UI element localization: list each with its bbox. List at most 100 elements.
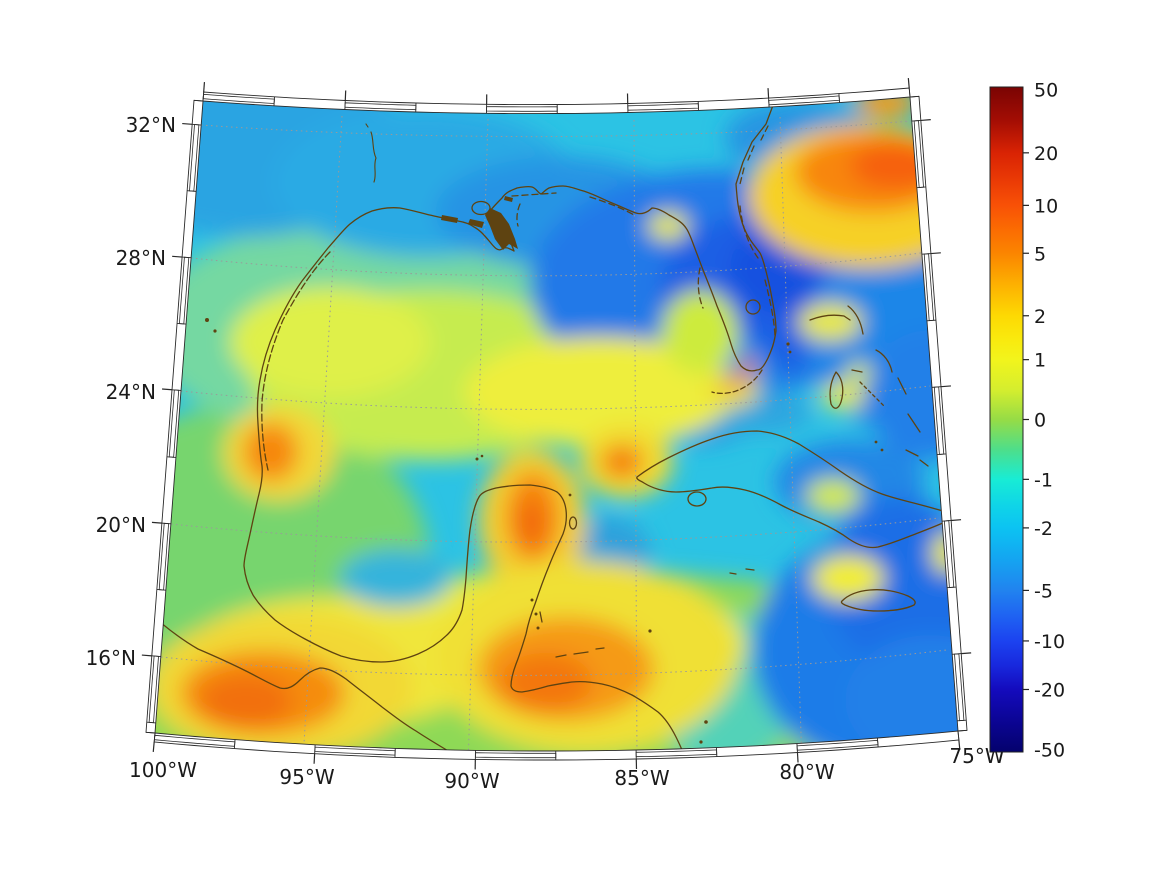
colorbar-tick-label: -50 [1034,739,1065,761]
colorbar-tick-label: 10 [1034,195,1058,217]
frame-element [203,82,206,93]
bimini-dot [788,350,792,354]
colorbar-tick-label: 5 [1034,243,1046,265]
frame-element [933,386,945,455]
heat-blob [725,376,743,390]
belize-cays [539,611,543,623]
cozumel-island [568,516,578,530]
lat-tick-label: 28°N [116,246,166,270]
heat-blob [845,635,958,752]
frame-element [957,730,960,741]
gridline-lon-85W [633,119,638,752]
coastline-jamaica [840,589,916,612]
frame-element [486,106,558,112]
alacranes-dot [475,457,479,461]
lat-tick-label: 20°N [96,513,146,537]
frame-element [920,119,931,122]
frame-element [954,653,965,722]
frame-element [923,253,935,322]
bahamas-exuma-chain [859,381,885,407]
heat-blob [806,479,860,513]
frame-element [957,729,968,732]
gridline-lat-28N [190,252,922,277]
lat-tick-label: 24°N [106,380,156,404]
colorbar-tick-label: -1 [1034,469,1053,491]
coastline-isla-juventud [687,491,707,507]
frame-element [635,749,718,758]
heat-blob [340,549,452,607]
texas-lake-dot [213,329,217,333]
lon-tick-label: 80°W [779,760,834,784]
frame-element [151,521,162,524]
coastline-pacific-mexico [159,621,451,752]
frame-element [958,739,961,750]
frame-element [961,652,972,655]
lon-tick-label: 90°W [444,769,499,793]
colorbar-tick-label: 50 [1034,80,1058,102]
frame-element [796,752,799,763]
frame-element [940,385,951,388]
frame-element [627,103,699,111]
frame-element [913,120,924,188]
frame-element [951,519,962,522]
honduras-bay-islands [555,647,605,658]
heat-blob [516,500,546,546]
frame-element [145,731,156,734]
bahamas-islands [809,305,929,467]
frame-element [148,655,159,724]
frame-element [768,95,840,106]
belize-cay-dot [536,626,540,630]
colorbar-tick-label: -5 [1034,580,1053,602]
gridline-lat-32N [200,120,912,138]
frame-element [314,746,396,756]
texas-border-lakes [365,123,377,183]
heat-blob [865,330,958,460]
heat-blob [812,555,884,601]
frame-element [796,739,879,751]
frame-element [313,753,316,764]
belize-cay-dot [530,598,534,602]
coastline-cuba [636,430,957,549]
frame-element [930,252,941,255]
frame-element [344,102,417,111]
land-fill-patches [205,196,884,744]
frame-element [182,122,193,125]
mississippi-delta [485,208,518,250]
frame-element [909,95,920,98]
lake-okeechobee [745,299,761,315]
colorbar-tick-label: 0 [1034,410,1046,432]
swan-island-dot [648,629,652,633]
lon-tick-label: 100°W [129,758,197,782]
frame-element [162,388,173,391]
frame-element [202,93,275,104]
frame-element [141,654,152,657]
heat-field [155,97,958,752]
gridline-lat-16N [160,649,948,676]
ragged-island-dot [880,448,884,452]
frame-element [172,255,183,258]
frame-element [178,256,190,325]
coastline-north-america [243,99,777,752]
heat-blob [465,337,735,447]
frame-element [158,522,170,591]
lat-tick-label: 16°N [86,646,136,670]
graticule [160,115,948,752]
bimini-dot [786,342,790,346]
heat-blob [230,287,430,397]
lon-tick-label: 95°W [279,765,334,789]
lat-tick-label: 32°N [126,113,176,137]
heat-blob [798,303,862,341]
texas-lake-dot [205,318,209,322]
colorbar-tick-label: -10 [1034,631,1065,653]
colorbar-tick-label: 20 [1034,143,1058,165]
heat-blob [500,653,592,711]
coastlines [159,99,957,752]
alacranes-dot [480,454,484,458]
heat-blob [850,143,942,189]
colorbar-tick-label: -2 [1034,518,1053,540]
heat-blob [743,356,755,378]
